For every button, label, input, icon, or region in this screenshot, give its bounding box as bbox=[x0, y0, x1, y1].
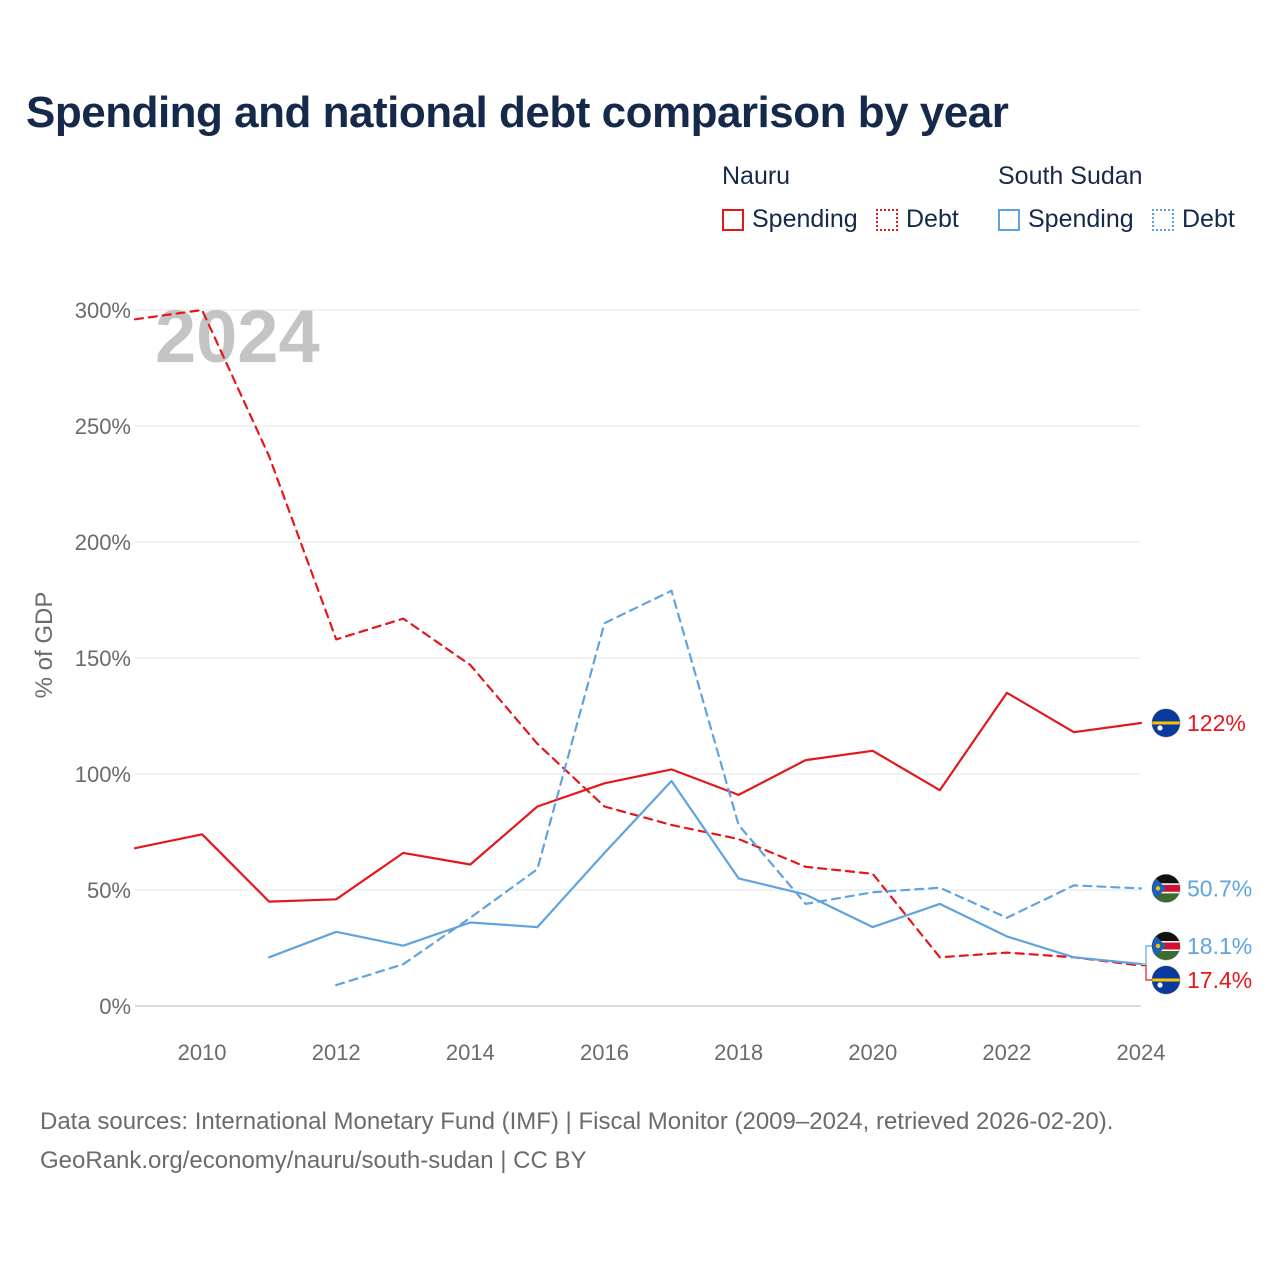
x-tick-label: 2020 bbox=[848, 1040, 897, 1065]
y-tick-label: 200% bbox=[75, 530, 131, 555]
end-value-label: 17.4% bbox=[1187, 967, 1252, 993]
x-tick-label: 2016 bbox=[580, 1040, 629, 1065]
series-line-nauru-spending bbox=[133, 691, 1143, 903]
year-watermark: 2024 bbox=[155, 295, 320, 378]
legend-south-sudan-spending[interactable]: Spending bbox=[998, 205, 1134, 234]
end-value-label: 18.1% bbox=[1187, 933, 1252, 959]
nauru-flag-icon bbox=[1151, 708, 1181, 738]
south-sudan-flag-icon bbox=[1151, 931, 1181, 961]
legend-label: Debt bbox=[1182, 205, 1235, 233]
credit-link[interactable]: GeoRank.org/economy/nauru/south-sudan | … bbox=[40, 1147, 587, 1174]
end-value-label: 50.7% bbox=[1187, 875, 1252, 901]
nauru-flag-icon bbox=[1151, 965, 1181, 995]
legend-label: Spending bbox=[752, 205, 858, 233]
end-value-label: 122% bbox=[1187, 710, 1246, 736]
chart-title: Spending and national debt comparison by… bbox=[26, 88, 1009, 137]
series-line-south-sudan-spending bbox=[268, 779, 1143, 966]
leader-line bbox=[1141, 965, 1152, 981]
y-axis-label: % of GDP bbox=[31, 592, 58, 699]
y-tick-label: 0% bbox=[99, 994, 131, 1019]
legend-nauru-spending[interactable]: Spending bbox=[722, 205, 858, 234]
x-tick-label: 2014 bbox=[446, 1040, 495, 1065]
series-line-south-sudan-debt bbox=[335, 589, 1143, 987]
legend-nauru-debt[interactable]: Debt bbox=[876, 205, 959, 234]
x-tick-label: 2018 bbox=[714, 1040, 763, 1065]
x-tick-label: 2024 bbox=[1117, 1040, 1166, 1065]
y-tick-label: 300% bbox=[75, 298, 131, 323]
data-source-note: Data sources: International Monetary Fun… bbox=[40, 1108, 1114, 1135]
series-line-nauru-debt bbox=[133, 308, 1143, 967]
legend-swatch-dotted bbox=[876, 208, 898, 231]
y-tick-label: 150% bbox=[75, 646, 131, 671]
legend-swatch-dotted bbox=[1152, 208, 1174, 231]
y-tick-label: 100% bbox=[75, 762, 131, 787]
y-tick-label: 250% bbox=[75, 414, 131, 439]
legend-south-sudan-debt[interactable]: Debt bbox=[1152, 205, 1235, 234]
south-sudan-flag-icon bbox=[1151, 873, 1181, 903]
legend-label: Spending bbox=[1028, 205, 1134, 233]
x-tick-label: 2012 bbox=[312, 1040, 361, 1065]
leader-line bbox=[1141, 945, 1152, 965]
y-tick-label: 50% bbox=[87, 878, 131, 903]
x-tick-label: 2022 bbox=[982, 1040, 1031, 1065]
x-tick-label: 2010 bbox=[178, 1040, 227, 1065]
legend-group-south-sudan: South Sudan bbox=[998, 162, 1143, 190]
legend-label: Debt bbox=[906, 205, 959, 233]
legend-group-nauru: Nauru bbox=[722, 162, 791, 190]
legend-swatch-solid bbox=[998, 208, 1020, 231]
legend-swatch-solid bbox=[722, 208, 744, 231]
